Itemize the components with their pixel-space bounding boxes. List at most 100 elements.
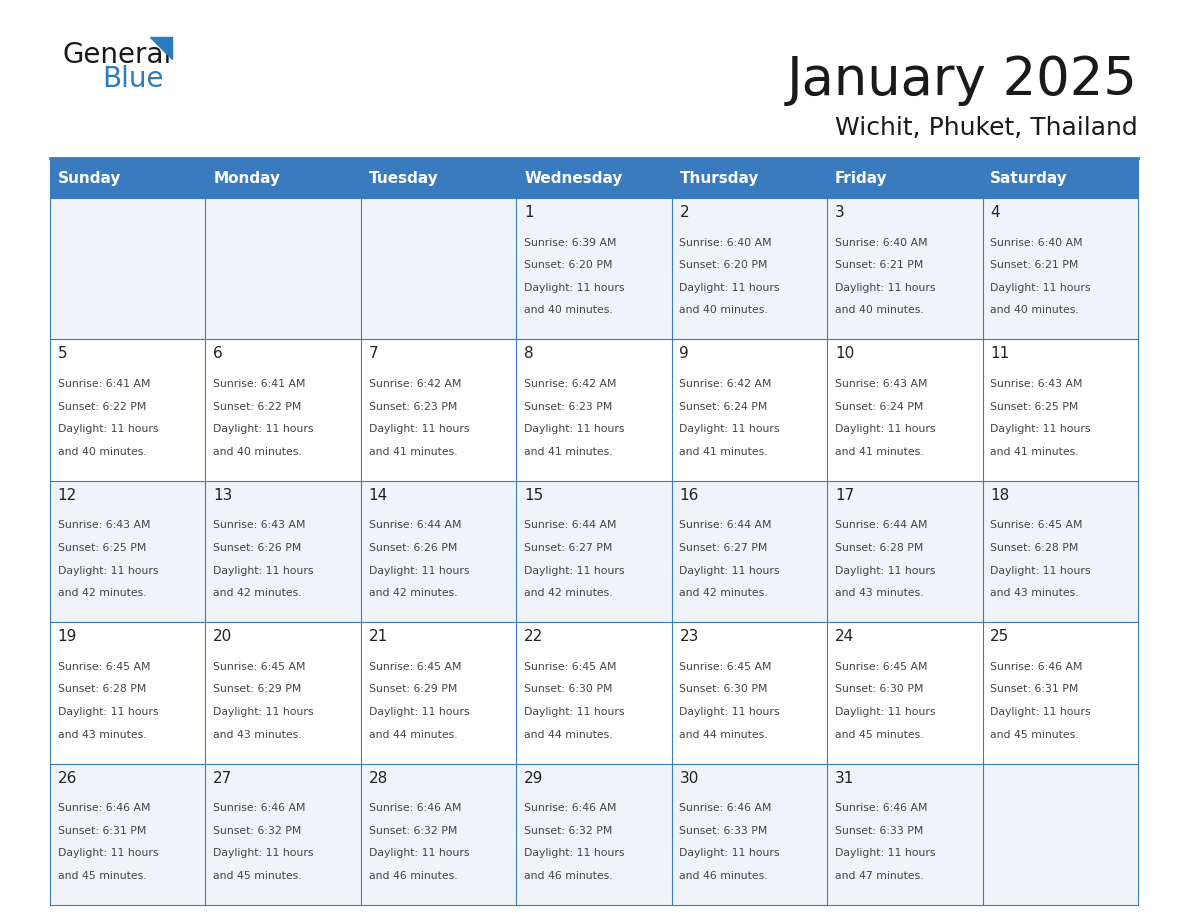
Text: 4: 4 xyxy=(991,205,1000,220)
Bar xyxy=(206,158,361,198)
Bar xyxy=(982,340,1138,481)
Text: 1: 1 xyxy=(524,205,533,220)
Text: and 43 minutes.: and 43 minutes. xyxy=(991,588,1079,599)
Text: Sunrise: 6:43 AM: Sunrise: 6:43 AM xyxy=(58,521,150,531)
Bar xyxy=(206,198,361,340)
Text: and 45 minutes.: and 45 minutes. xyxy=(991,730,1079,740)
Bar xyxy=(827,764,982,905)
Text: Sunset: 6:20 PM: Sunset: 6:20 PM xyxy=(680,260,767,270)
Text: Daylight: 11 hours: Daylight: 11 hours xyxy=(368,424,469,434)
Text: Daylight: 11 hours: Daylight: 11 hours xyxy=(368,848,469,858)
Bar xyxy=(361,764,517,905)
Text: and 43 minutes.: and 43 minutes. xyxy=(58,730,146,740)
Bar xyxy=(982,481,1138,622)
Text: Daylight: 11 hours: Daylight: 11 hours xyxy=(524,424,625,434)
Text: Sunset: 6:33 PM: Sunset: 6:33 PM xyxy=(835,826,923,835)
Text: and 47 minutes.: and 47 minutes. xyxy=(835,871,923,881)
Text: 20: 20 xyxy=(213,629,233,644)
Text: 9: 9 xyxy=(680,346,689,362)
Text: Sunrise: 6:41 AM: Sunrise: 6:41 AM xyxy=(58,379,150,389)
Text: Sunset: 6:23 PM: Sunset: 6:23 PM xyxy=(368,401,457,411)
Text: Daylight: 11 hours: Daylight: 11 hours xyxy=(680,848,781,858)
Text: Sunset: 6:24 PM: Sunset: 6:24 PM xyxy=(835,401,923,411)
Bar xyxy=(361,622,517,764)
Text: Sunrise: 6:44 AM: Sunrise: 6:44 AM xyxy=(835,521,928,531)
Text: Sunset: 6:31 PM: Sunset: 6:31 PM xyxy=(991,685,1079,694)
Text: and 46 minutes.: and 46 minutes. xyxy=(680,871,769,881)
Text: Sunset: 6:29 PM: Sunset: 6:29 PM xyxy=(368,685,457,694)
Text: and 42 minutes.: and 42 minutes. xyxy=(524,588,613,599)
Text: 25: 25 xyxy=(991,629,1010,644)
Text: Sunset: 6:30 PM: Sunset: 6:30 PM xyxy=(680,685,767,694)
Text: Wednesday: Wednesday xyxy=(524,171,623,185)
Text: 16: 16 xyxy=(680,487,699,503)
Bar xyxy=(982,764,1138,905)
Text: and 42 minutes.: and 42 minutes. xyxy=(680,588,769,599)
Text: Sunrise: 6:40 AM: Sunrise: 6:40 AM xyxy=(991,238,1083,248)
Text: 21: 21 xyxy=(368,629,387,644)
Text: Sunrise: 6:45 AM: Sunrise: 6:45 AM xyxy=(991,521,1082,531)
Text: and 43 minutes.: and 43 minutes. xyxy=(835,588,923,599)
Text: and 45 minutes.: and 45 minutes. xyxy=(835,730,923,740)
Text: Wichit, Phuket, Thailand: Wichit, Phuket, Thailand xyxy=(835,116,1138,140)
Bar xyxy=(50,481,206,622)
Bar xyxy=(361,198,517,340)
Bar xyxy=(206,340,361,481)
Text: Daylight: 11 hours: Daylight: 11 hours xyxy=(991,283,1091,293)
Bar xyxy=(50,622,206,764)
Text: and 40 minutes.: and 40 minutes. xyxy=(213,447,302,457)
Text: and 42 minutes.: and 42 minutes. xyxy=(58,588,146,599)
Bar xyxy=(671,481,827,622)
Text: Sunset: 6:30 PM: Sunset: 6:30 PM xyxy=(524,685,613,694)
Text: Sunrise: 6:39 AM: Sunrise: 6:39 AM xyxy=(524,238,617,248)
Bar xyxy=(50,764,206,905)
Text: 24: 24 xyxy=(835,629,854,644)
Text: 8: 8 xyxy=(524,346,533,362)
Text: 29: 29 xyxy=(524,771,543,786)
Bar xyxy=(671,198,827,340)
Text: and 44 minutes.: and 44 minutes. xyxy=(524,730,613,740)
Text: General: General xyxy=(62,41,171,69)
Bar xyxy=(671,622,827,764)
Text: 23: 23 xyxy=(680,629,699,644)
Text: 13: 13 xyxy=(213,487,233,503)
Text: Daylight: 11 hours: Daylight: 11 hours xyxy=(991,565,1091,576)
Text: Sunrise: 6:45 AM: Sunrise: 6:45 AM xyxy=(524,662,617,672)
Text: and 40 minutes.: and 40 minutes. xyxy=(991,306,1079,316)
Text: and 41 minutes.: and 41 minutes. xyxy=(835,447,923,457)
Text: Daylight: 11 hours: Daylight: 11 hours xyxy=(835,283,935,293)
Text: Sunset: 6:28 PM: Sunset: 6:28 PM xyxy=(58,685,146,694)
Text: Daylight: 11 hours: Daylight: 11 hours xyxy=(524,707,625,717)
Text: Sunset: 6:27 PM: Sunset: 6:27 PM xyxy=(524,543,613,553)
Text: and 45 minutes.: and 45 minutes. xyxy=(58,871,146,881)
Text: Sunrise: 6:43 AM: Sunrise: 6:43 AM xyxy=(835,379,928,389)
Polygon shape xyxy=(150,37,172,59)
Text: 18: 18 xyxy=(991,487,1010,503)
Text: and 40 minutes.: and 40 minutes. xyxy=(524,306,613,316)
Text: Daylight: 11 hours: Daylight: 11 hours xyxy=(368,707,469,717)
Text: Sunset: 6:21 PM: Sunset: 6:21 PM xyxy=(835,260,923,270)
Bar xyxy=(671,158,827,198)
Text: 7: 7 xyxy=(368,346,378,362)
Text: Sunrise: 6:46 AM: Sunrise: 6:46 AM xyxy=(58,803,150,813)
Text: Sunset: 6:21 PM: Sunset: 6:21 PM xyxy=(991,260,1079,270)
Bar xyxy=(982,622,1138,764)
Text: Daylight: 11 hours: Daylight: 11 hours xyxy=(524,848,625,858)
Text: Daylight: 11 hours: Daylight: 11 hours xyxy=(368,565,469,576)
Text: Sunrise: 6:40 AM: Sunrise: 6:40 AM xyxy=(835,238,928,248)
Text: Daylight: 11 hours: Daylight: 11 hours xyxy=(835,848,935,858)
Text: Sunday: Sunday xyxy=(58,171,121,185)
Text: Daylight: 11 hours: Daylight: 11 hours xyxy=(213,848,314,858)
Text: Sunrise: 6:45 AM: Sunrise: 6:45 AM xyxy=(835,662,928,672)
Bar xyxy=(517,340,671,481)
Text: Daylight: 11 hours: Daylight: 11 hours xyxy=(58,565,158,576)
Text: Daylight: 11 hours: Daylight: 11 hours xyxy=(680,707,781,717)
Text: Daylight: 11 hours: Daylight: 11 hours xyxy=(213,565,314,576)
Text: Sunrise: 6:43 AM: Sunrise: 6:43 AM xyxy=(991,379,1082,389)
Text: Daylight: 11 hours: Daylight: 11 hours xyxy=(680,283,781,293)
Text: and 40 minutes.: and 40 minutes. xyxy=(835,306,923,316)
Bar xyxy=(361,481,517,622)
Bar xyxy=(517,764,671,905)
Text: and 44 minutes.: and 44 minutes. xyxy=(680,730,769,740)
Text: Thursday: Thursday xyxy=(680,171,759,185)
